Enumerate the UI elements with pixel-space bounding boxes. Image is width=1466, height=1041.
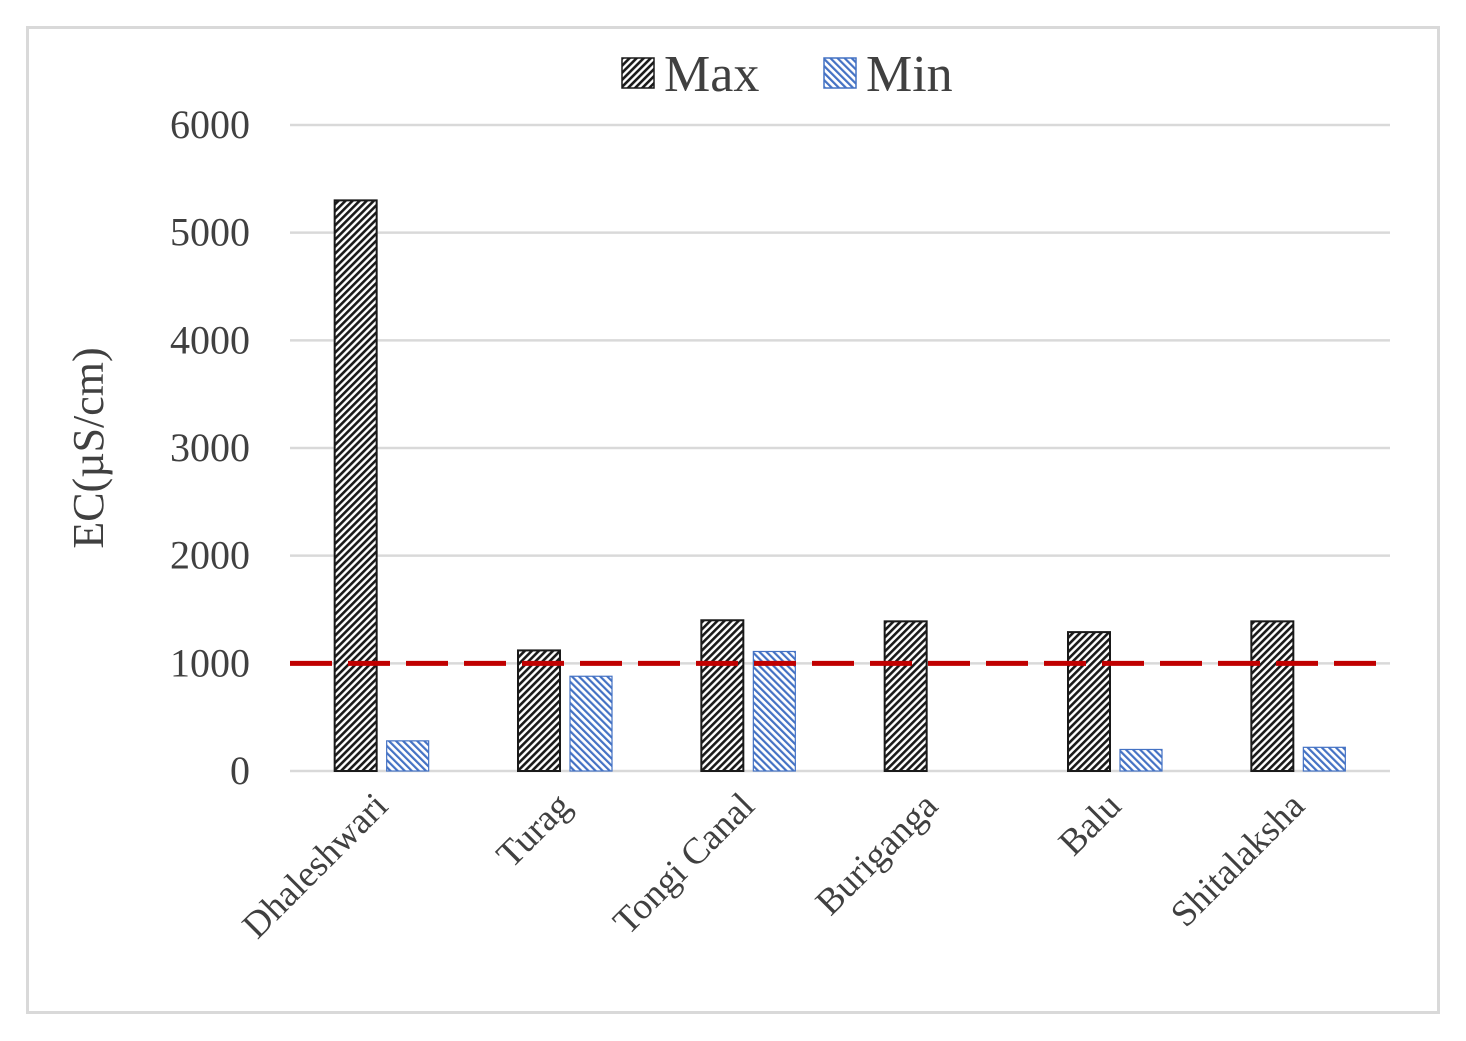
bars	[333, 199, 1346, 773]
y-tick-label: 2000	[170, 533, 250, 578]
y-tick-label: 5000	[170, 210, 250, 255]
bar-min-tongi-canal	[752, 650, 796, 772]
chart-frame	[26, 26, 1440, 1014]
x-category-label: Dhaleshwari	[235, 785, 396, 946]
y-tick-label: 3000	[170, 425, 250, 470]
x-axis-category-labels: Dhaleshwari Turag Tongi Canal Buriganga Balu…	[235, 785, 1313, 946]
legend-swatch-min	[823, 57, 857, 89]
x-category-label: Tongi Canal	[605, 785, 762, 942]
bar-max-turag	[517, 649, 561, 772]
bar-min-dhaleshwari	[386, 740, 430, 772]
gridlines	[290, 123, 1390, 773]
x-category-label: Balu	[1051, 785, 1129, 863]
x-category-label: Shitalaksha	[1163, 785, 1313, 935]
legend-label-max: Max	[664, 46, 759, 103]
x-category-label: Buriganga	[808, 785, 946, 923]
legend: Max Min	[621, 46, 953, 103]
bar-min-balu	[1119, 748, 1163, 772]
y-axis-label: EC(µS/cm)	[64, 347, 113, 548]
y-axis-tick-labels: 0 1000 2000 3000 4000 5000 6000	[170, 102, 250, 793]
bar-max-shitalaksha	[1250, 620, 1295, 772]
legend-swatch-max	[621, 57, 655, 89]
x-category-label: Turag	[489, 785, 580, 876]
y-tick-label: 6000	[170, 102, 250, 147]
bar-max-tongi-canal	[700, 619, 745, 772]
bar-min-turag	[569, 675, 613, 772]
legend-label-min: Min	[866, 46, 953, 103]
y-tick-label: 0	[230, 748, 250, 793]
bar-max-balu	[1067, 631, 1111, 772]
bar-max-buriganga	[883, 620, 928, 772]
y-tick-label: 4000	[170, 317, 250, 362]
bar-max-dhaleshwari	[333, 199, 378, 773]
y-tick-label: 1000	[170, 640, 250, 685]
bar-min-shitalaksha	[1302, 746, 1346, 772]
